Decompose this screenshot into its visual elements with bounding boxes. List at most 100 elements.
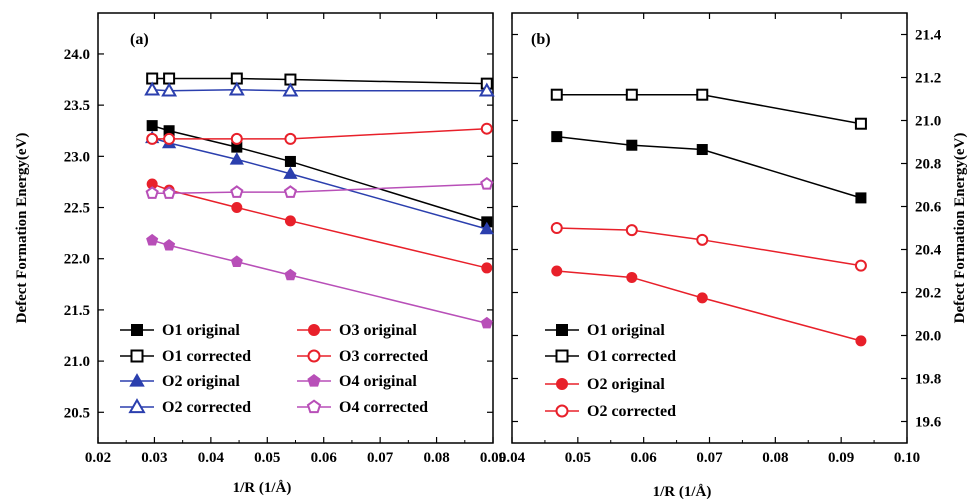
data-point — [625, 224, 638, 237]
data-point — [161, 82, 178, 97]
data-point — [283, 185, 298, 198]
data-point — [163, 132, 176, 145]
data-point — [626, 139, 638, 151]
legend-marker — [555, 349, 569, 363]
y-tick-label: 22.5 — [64, 201, 90, 217]
legend-item: O1 corrected — [545, 348, 676, 365]
series-group-a — [144, 72, 495, 329]
series-line — [151, 239, 487, 324]
series-line — [152, 89, 487, 92]
x-tick-label: 0.06 — [311, 450, 338, 466]
y-tick-label: 21.0 — [64, 354, 90, 370]
legend-b: O1 original O1 corrected O2 original O2 cor… — [545, 322, 676, 420]
legend-marker — [129, 373, 145, 387]
series-o4-original — [146, 233, 493, 329]
x-axis-label-b: 1/R (1/Å) — [653, 484, 712, 500]
y-tick-label: 23.0 — [64, 149, 90, 165]
y-tick-label: 19.6 — [915, 415, 942, 431]
x-axis-label-a: 1/R (1/Å) — [233, 480, 292, 496]
series-line — [556, 135, 862, 199]
y-axis-label-a: Defect Formation Energy(eV) — [14, 133, 30, 324]
legend-label: O1 original — [587, 322, 665, 339]
series-o1-corrected — [146, 72, 493, 90]
data-point — [696, 233, 709, 246]
data-point — [855, 192, 867, 204]
data-point — [231, 202, 243, 214]
series-o1-original — [146, 120, 493, 228]
series-o2-corrected — [144, 81, 495, 97]
legend-marker — [130, 349, 144, 363]
x-tick-label: 0.10 — [894, 450, 920, 466]
y-tick-label: 21.0 — [915, 114, 941, 130]
data-point — [163, 72, 176, 85]
data-point — [284, 132, 297, 145]
data-point — [162, 186, 176, 199]
legend-label: O2 original — [587, 376, 665, 393]
x-tick-label: 0.05 — [254, 450, 280, 466]
y-tick-label: 22.0 — [64, 252, 90, 268]
data-point — [229, 152, 244, 165]
data-point — [551, 265, 563, 277]
series-o2-original — [551, 265, 867, 347]
legend-item: O2 original — [545, 376, 665, 393]
legend-label: O1 original — [162, 322, 240, 339]
legend-marker — [556, 324, 568, 336]
legend-item: O3 original — [297, 322, 417, 339]
legend-label: O3 original — [339, 322, 417, 339]
series-line — [152, 183, 487, 194]
data-point — [230, 255, 243, 267]
series-line — [556, 270, 862, 342]
legend-label: O2 corrected — [162, 399, 251, 416]
legend-label: O4 corrected — [339, 399, 428, 416]
data-point — [625, 88, 638, 101]
x-tick-label: 0.09 — [480, 450, 506, 466]
y-tick-label: 21.2 — [915, 71, 941, 87]
data-point — [550, 222, 563, 234]
data-point — [478, 82, 495, 97]
data-point — [696, 88, 709, 101]
data-point — [144, 81, 161, 96]
series-line — [152, 77, 487, 85]
legend-item: O1 corrected — [120, 348, 251, 365]
axis-ticks-a: 0.02 0.03 0.04 0.05 0.06 0.07 0.08 0.09 20.5 21.0… — [64, 13, 506, 466]
data-point — [480, 316, 493, 329]
series-o1-original — [551, 131, 867, 204]
data-point — [626, 271, 638, 283]
y-tick-label: 23.5 — [64, 98, 90, 114]
legend-item: O2 original — [120, 373, 240, 390]
data-point — [854, 259, 867, 272]
y-tick-label: 20.6 — [915, 200, 942, 216]
series-o3-corrected — [146, 122, 493, 145]
legend-marker — [306, 399, 322, 414]
y-axis-label-b: Defect Formation Energy(eV) — [952, 133, 968, 324]
legend-item: O1 original — [545, 322, 665, 339]
panel-label-b: (b) — [531, 31, 551, 48]
x-tick-label: 0.08 — [762, 450, 788, 466]
series-o1-corrected — [550, 88, 867, 130]
y-tick-label: 21.5 — [64, 303, 90, 319]
data-point — [230, 185, 244, 198]
series-o3-original — [146, 178, 493, 274]
data-point — [696, 144, 708, 156]
legend-marker — [307, 374, 321, 387]
legend-marker — [128, 398, 146, 414]
data-point — [854, 117, 867, 130]
legend-item: O3 corrected — [297, 348, 428, 365]
data-point — [163, 239, 176, 251]
series-o2-original — [145, 130, 494, 235]
legend-marker — [556, 378, 568, 390]
data-point — [696, 292, 708, 304]
x-tick-label: 0.05 — [565, 450, 591, 466]
series-line — [152, 127, 487, 140]
x-tick-label: 0.04 — [499, 450, 526, 466]
x-tick-label: 0.07 — [696, 450, 723, 466]
data-point — [146, 233, 159, 246]
y-tick-label: 20.4 — [915, 243, 942, 259]
y-tick-label: 20.2 — [915, 286, 941, 302]
legend-marker — [131, 324, 143, 336]
legend-a: O1 original O1 corrected O2 original O2 cor… — [120, 322, 428, 416]
y-tick-label: 21.4 — [915, 28, 942, 44]
series-line — [151, 124, 488, 223]
legend-marker — [555, 404, 569, 418]
